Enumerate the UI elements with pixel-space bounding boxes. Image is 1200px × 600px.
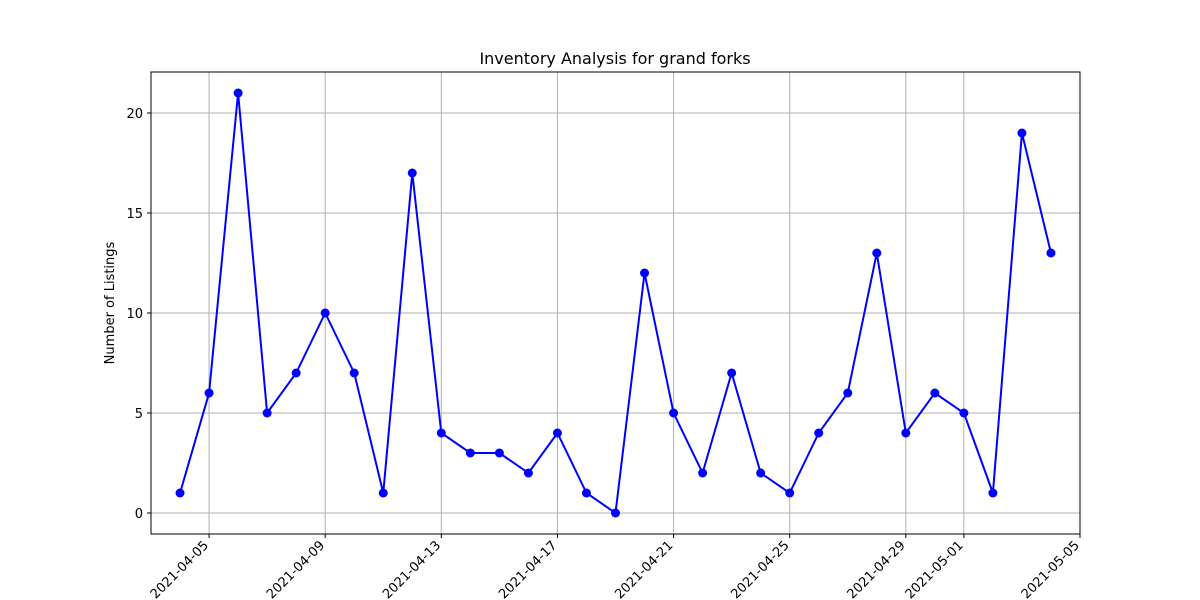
- y-tick-label: 20: [126, 107, 143, 122]
- data-point: [465, 448, 475, 458]
- y-tick-label: 10: [126, 307, 143, 322]
- data-point: [843, 388, 853, 398]
- data-point: [1017, 128, 1027, 138]
- data-point: [378, 488, 388, 498]
- data-point: [494, 448, 504, 458]
- y-tick-label: 15: [126, 207, 143, 222]
- x-tick-label: 2021-04-09: [264, 538, 328, 600]
- x-tick-label: 2021-04-05: [148, 538, 212, 600]
- data-point: [523, 468, 533, 478]
- grid: [151, 72, 1081, 534]
- x-tick-label: 2021-04-21: [612, 538, 676, 600]
- y-tick-label: 5: [135, 407, 143, 422]
- data-point: [262, 408, 272, 418]
- data-point: [233, 88, 243, 98]
- data-point: [698, 468, 708, 478]
- data-point: [727, 368, 737, 378]
- x-tick-label: 2021-05-01: [903, 538, 967, 600]
- data-point: [581, 488, 591, 498]
- data-point: [1046, 248, 1056, 258]
- x-tick-label: 2021-04-13: [380, 538, 444, 600]
- data-point: [407, 168, 417, 178]
- series-line: [179, 92, 1052, 515]
- data-point: [611, 508, 620, 518]
- data-point: [872, 248, 882, 258]
- data-point: [988, 488, 998, 498]
- data-point: [669, 408, 679, 418]
- data-point: [901, 428, 911, 438]
- data-point: [814, 428, 824, 438]
- series: [175, 88, 1056, 518]
- y-axis: 0 5 10 15 20: [126, 107, 151, 522]
- data-point: [349, 368, 359, 378]
- data-point: [436, 428, 446, 438]
- data-point: [785, 488, 795, 498]
- x-tick-label: 2021-04-25: [728, 538, 792, 600]
- y-tick-label: 0: [135, 507, 143, 522]
- data-point: [552, 428, 562, 438]
- data-point: [959, 408, 969, 418]
- data-point: [320, 308, 330, 318]
- chart-title: Inventory Analysis for grand forks: [479, 49, 750, 68]
- data-point: [291, 368, 301, 378]
- plot-area-frame: [150, 71, 1081, 535]
- x-tick-label: 2021-05-05: [1019, 538, 1083, 600]
- x-axis: 2021-04-05 2021-04-09 2021-04-13 2021-04-17…: [148, 534, 1083, 600]
- x-tick-label: 2021-04-17: [496, 538, 560, 600]
- data-point: [640, 268, 650, 278]
- y-axis-label: Number of Listings: [103, 241, 118, 364]
- data-point: [756, 468, 766, 478]
- data-point: [204, 388, 214, 398]
- data-point: [175, 488, 185, 498]
- x-tick-label: 2021-04-29: [845, 538, 909, 600]
- data-point: [930, 388, 940, 398]
